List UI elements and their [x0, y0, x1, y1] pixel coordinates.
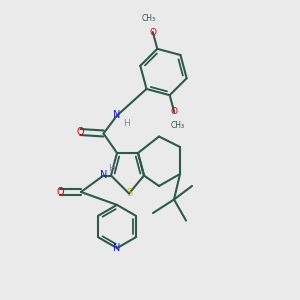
Text: S: S — [126, 188, 132, 199]
Text: CH₃: CH₃ — [171, 122, 185, 130]
Text: O: O — [56, 187, 64, 197]
Text: O: O — [171, 107, 178, 116]
Text: CH₃: CH₃ — [142, 14, 156, 22]
Text: N: N — [100, 170, 107, 181]
Text: N: N — [113, 110, 121, 121]
Text: H: H — [123, 119, 129, 128]
Text: O: O — [149, 28, 156, 37]
Text: H: H — [109, 164, 115, 173]
Text: O: O — [76, 127, 84, 137]
Text: N: N — [113, 243, 121, 253]
